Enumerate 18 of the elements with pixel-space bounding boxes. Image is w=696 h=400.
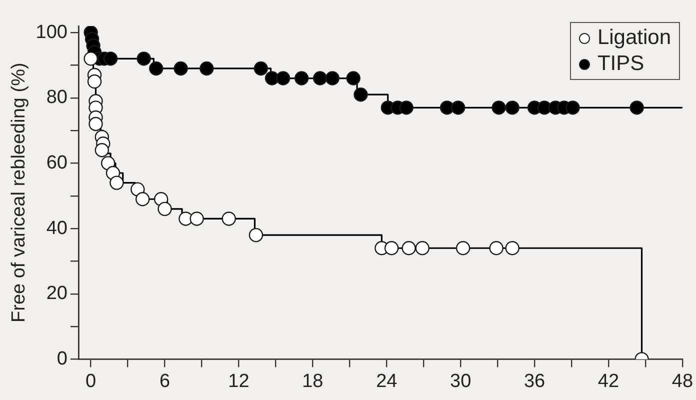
y-tick-label: 60 (46, 152, 68, 174)
y-tick-label: 20 (46, 283, 68, 304)
y-tick-label: 0 (56, 348, 68, 370)
legend-label: TIPS (597, 51, 644, 77)
x-tick-label: 24 (376, 370, 398, 392)
y-axis-title: Free of variceal rebleeding (%) (8, 62, 30, 322)
legend-label: Ligation (597, 25, 671, 51)
x-tick-label: 42 (598, 370, 620, 392)
x-tick-label: 30 (450, 370, 472, 392)
x-tick-label: 0 (86, 370, 96, 392)
x-tick-label: 18 (302, 370, 324, 392)
y-tick-label: 80 (46, 87, 68, 108)
x-tick-label: 48 (672, 370, 694, 392)
x-tick-label: 6 (159, 370, 170, 392)
y-tick-label: 40 (46, 218, 68, 239)
y-tick-label: 100 (36, 22, 68, 43)
x-tick-label: 36 (524, 370, 546, 392)
x-tick-label: 12 (228, 370, 250, 392)
